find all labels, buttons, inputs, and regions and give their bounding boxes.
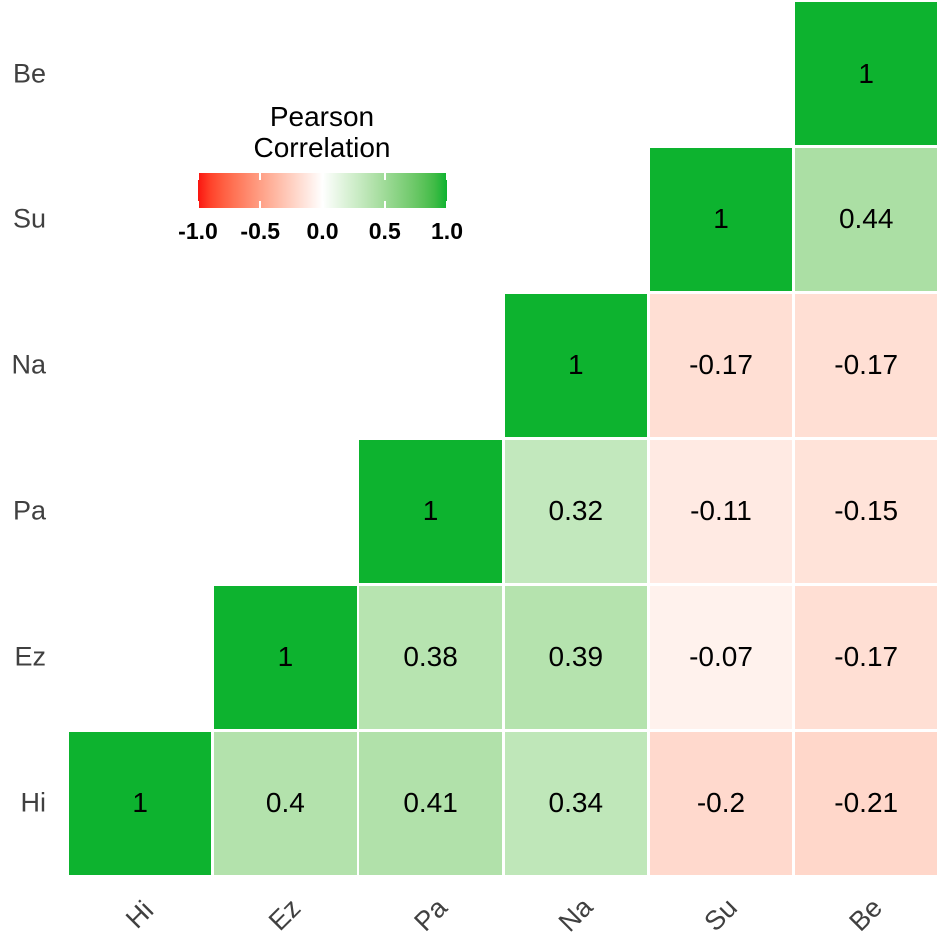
y-axis-label-Ez: Ez	[14, 641, 46, 672]
matrix-cell-Be-Be: 1	[795, 2, 938, 145]
x-axis-label-Be: Be	[843, 892, 889, 937]
matrix-cell-Ez-Na: 0.39	[504, 585, 647, 729]
legend-title: Pearson Correlation	[197, 101, 447, 163]
legend-tick-mark	[321, 173, 324, 180]
matrix-cell-Hi-Be: -0.21	[795, 731, 938, 875]
matrix-cell-Na-Na: 1	[504, 293, 647, 437]
matrix-cell-Hi-Ez: 0.4	[214, 731, 357, 875]
matrix-cell-Pa-Pa: 1	[359, 439, 502, 583]
legend-gradient-bar	[197, 173, 448, 208]
matrix-cell-Pa-Be: -0.15	[795, 439, 938, 583]
x-axis-label-Hi: Hi	[120, 895, 160, 935]
y-axis-label-Hi: Hi	[20, 787, 47, 818]
x-axis-label-Pa: Pa	[407, 892, 453, 937]
legend-tick-label-1.0: 1.0	[431, 218, 463, 244]
matrix-cell-Ez-Be: -0.17	[795, 585, 938, 729]
matrix-cell-Su-Su: 1	[649, 147, 793, 291]
matrix-cell-Su-Be: 0.44	[795, 147, 938, 291]
x-axis-label-Su: Su	[698, 892, 743, 937]
matrix-cell-Na-Su: -0.17	[649, 293, 793, 437]
matrix-cell-Hi-Hi: 1	[69, 731, 212, 875]
matrix-cell-Pa-Su: -0.11	[649, 439, 793, 583]
matrix-cell-Na-Be: -0.17	[795, 293, 938, 437]
legend-title-line-1: Pearson	[269, 101, 375, 132]
legend-tick-mark	[446, 173, 448, 180]
x-axis-label-Ez: Ez	[263, 892, 307, 937]
y-axis-label-Be: Be	[12, 58, 46, 88]
legend-tick-label-0.5: 0.5	[368, 218, 401, 244]
matrix-cell-Ez-Pa: 0.38	[359, 585, 502, 729]
legend-title-line-2: Correlation	[253, 132, 391, 163]
matrix-cell-Ez-Su: -0.07	[649, 585, 793, 729]
legend-tick-mark	[197, 201, 199, 208]
legend-tick-label--1.0: -1.0	[178, 218, 218, 244]
legend-tick-mark	[197, 173, 199, 180]
legend-tick-label--0.5: -0.5	[240, 218, 281, 244]
y-axis-label-Na: Na	[11, 349, 46, 380]
x-axis-label-Na: Na	[552, 891, 599, 938]
legend-tick-label-0.0: 0.0	[306, 218, 339, 244]
matrix-cell-Hi-Su: -0.2	[649, 731, 793, 875]
matrix-cell-Hi-Pa: 0.41	[359, 731, 502, 875]
legend-tick-mark	[259, 201, 262, 208]
y-axis-label-Pa: Pa	[12, 495, 46, 526]
legend-tick-mark	[383, 173, 386, 180]
legend-tick-mark	[446, 201, 448, 208]
y-axis-label-Su: Su	[12, 203, 46, 234]
legend-tick-mark	[321, 201, 324, 208]
matrix-cell-Ez-Ez: 1	[214, 585, 357, 729]
matrix-cell-Hi-Na: 0.34	[504, 731, 647, 875]
legend-tick-mark	[259, 173, 262, 180]
legend-tick-mark	[383, 201, 386, 208]
matrix-cell-Pa-Na: 0.32	[504, 439, 647, 583]
